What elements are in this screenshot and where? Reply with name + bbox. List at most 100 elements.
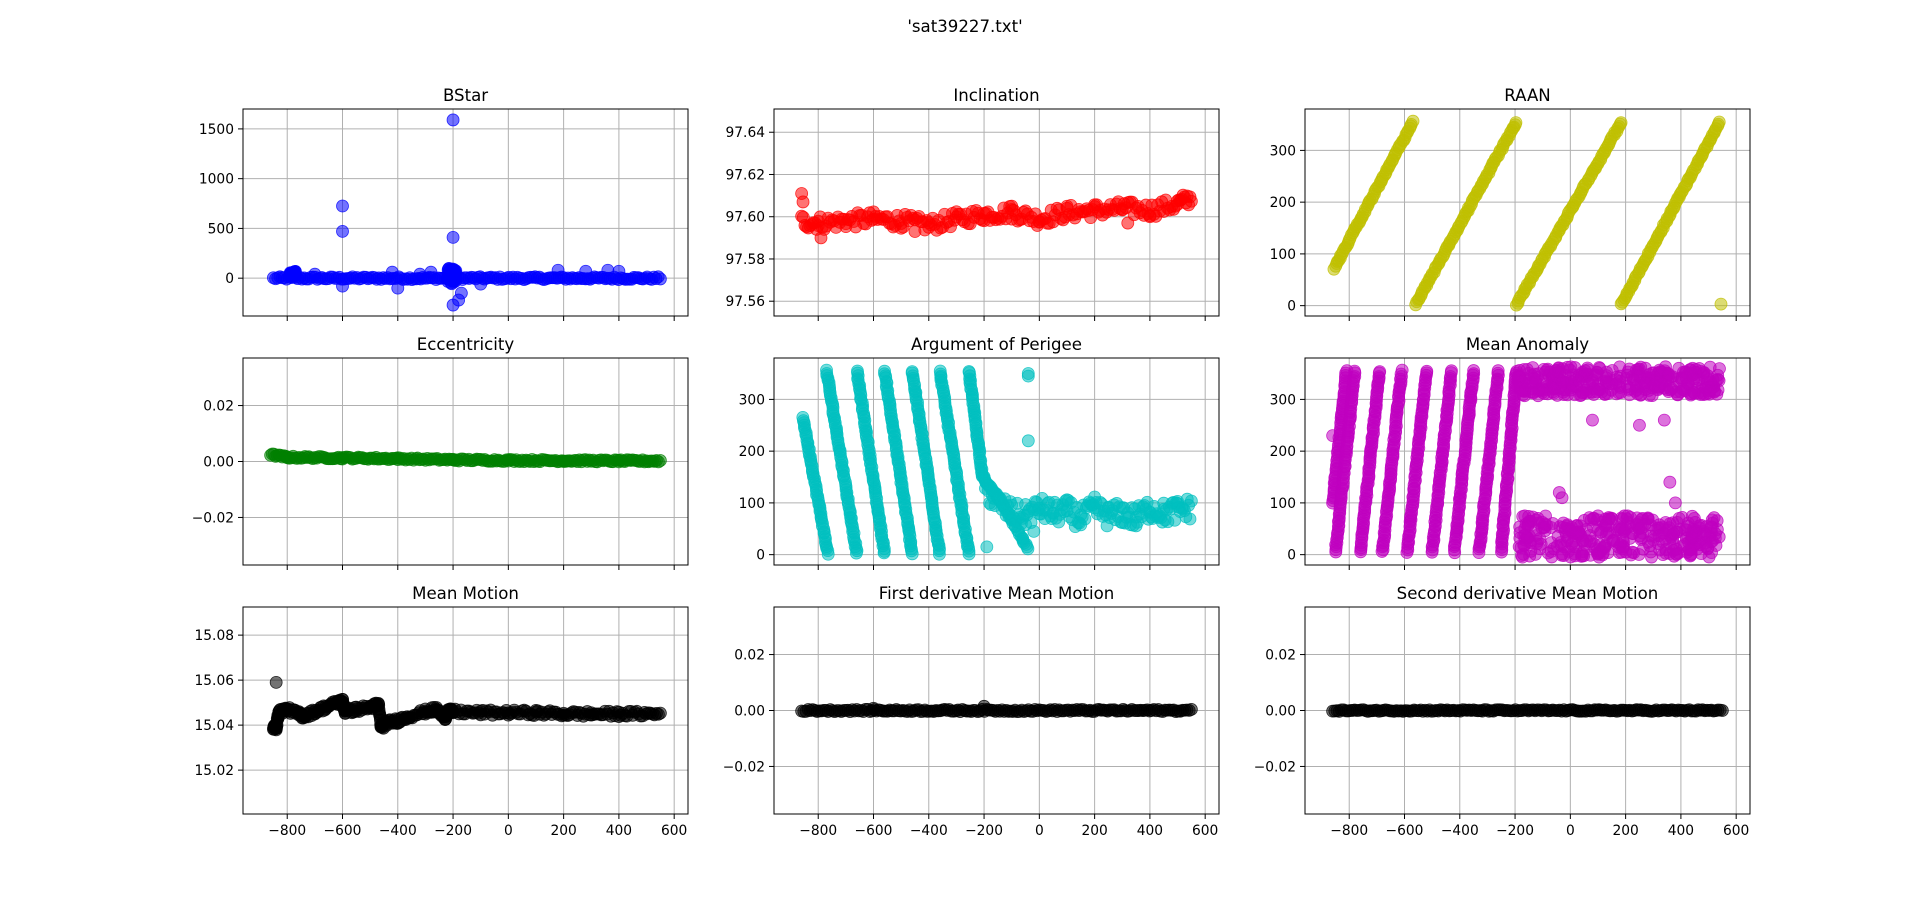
data-point bbox=[1578, 364, 1592, 378]
data-point bbox=[1692, 362, 1706, 375]
data-point bbox=[1586, 413, 1599, 427]
data-point bbox=[474, 277, 488, 291]
data-point bbox=[1572, 374, 1586, 387]
y-tick-label: 1500 bbox=[199, 122, 234, 138]
data-point bbox=[867, 701, 880, 715]
data-point bbox=[601, 263, 615, 277]
subplot-title: First derivative Mean Motion bbox=[879, 584, 1115, 603]
data-point bbox=[1642, 384, 1656, 397]
data-point bbox=[814, 231, 828, 245]
y-tick-label: 97.58 bbox=[726, 252, 766, 268]
data-points bbox=[795, 187, 1198, 245]
y-tick-label: 500 bbox=[208, 221, 234, 237]
x-tick-label: 200 bbox=[1081, 823, 1107, 839]
x-tick-label: −200 bbox=[1496, 823, 1534, 839]
x-tick-label: 600 bbox=[1723, 823, 1749, 839]
data-point bbox=[1710, 523, 1724, 536]
data-point bbox=[1522, 510, 1536, 523]
y-tick-label: 0 bbox=[1287, 299, 1296, 315]
data-point bbox=[1121, 216, 1135, 230]
data-point bbox=[1532, 367, 1546, 381]
data-point bbox=[1614, 116, 1628, 130]
data-points bbox=[267, 113, 667, 312]
data-point bbox=[446, 113, 460, 127]
data-point bbox=[336, 279, 349, 293]
y-tick-label: 97.60 bbox=[726, 210, 766, 226]
data-point bbox=[1699, 381, 1713, 395]
data-point bbox=[1348, 364, 1361, 378]
axes-frame bbox=[242, 108, 689, 317]
data-point bbox=[1615, 521, 1629, 535]
data-point bbox=[1710, 387, 1724, 401]
axes-frame bbox=[242, 606, 689, 815]
data-point bbox=[1715, 704, 1729, 717]
data-point bbox=[612, 264, 626, 278]
y-tick-label: 200 bbox=[739, 444, 765, 460]
data-point bbox=[1326, 429, 1340, 443]
data-point bbox=[1684, 547, 1698, 561]
data-point bbox=[1597, 540, 1610, 554]
y-tick-label: 0.02 bbox=[203, 399, 234, 415]
data-points bbox=[796, 363, 1198, 561]
data-point bbox=[1688, 386, 1701, 400]
data-point bbox=[932, 547, 946, 561]
data-point bbox=[1445, 364, 1458, 378]
data-points bbox=[1326, 703, 1729, 718]
data-point bbox=[1567, 540, 1580, 554]
data-point bbox=[1656, 548, 1670, 562]
x-tick-label: 400 bbox=[1137, 823, 1163, 839]
x-tick-label: 400 bbox=[606, 823, 632, 839]
figure-suptitle: 'sat39227.txt' bbox=[907, 17, 1022, 36]
y-tick-label: 0.02 bbox=[1265, 648, 1296, 664]
y-tick-label: 15.08 bbox=[195, 628, 235, 644]
data-point bbox=[1535, 515, 1549, 529]
data-point bbox=[1659, 516, 1672, 529]
data-point bbox=[977, 699, 991, 713]
data-point bbox=[849, 546, 863, 560]
x-tick-label: 0 bbox=[504, 823, 513, 839]
y-tick-label: −0.02 bbox=[192, 510, 234, 526]
data-point bbox=[413, 267, 427, 281]
axes-frame bbox=[1304, 108, 1751, 317]
x-tick-label: 0 bbox=[1566, 823, 1575, 839]
x-tick-label: 600 bbox=[1192, 823, 1218, 839]
subplot-argument-of-perigee: 0 100 200 300 Argument of Perigee bbox=[739, 335, 1220, 570]
data-point bbox=[336, 225, 349, 238]
subplot-title: Inclination bbox=[953, 86, 1039, 105]
y-tick-label: 200 bbox=[1270, 195, 1296, 211]
data-point bbox=[1577, 549, 1591, 563]
data-point bbox=[1578, 537, 1592, 551]
data-point bbox=[1617, 509, 1631, 523]
data-point bbox=[1712, 115, 1726, 129]
data-point bbox=[336, 199, 349, 213]
y-tick-label: 200 bbox=[1270, 444, 1296, 460]
y-tick-label: 15.02 bbox=[195, 763, 235, 779]
y-tick-label: 0 bbox=[225, 271, 234, 287]
subplot-title: Mean Motion bbox=[412, 584, 519, 603]
data-point bbox=[1685, 530, 1699, 544]
data-point bbox=[1662, 368, 1676, 382]
y-tick-label: 300 bbox=[1270, 392, 1296, 408]
x-tick-label: 400 bbox=[1668, 823, 1694, 839]
x-tick-label: −600 bbox=[1386, 823, 1424, 839]
data-point bbox=[269, 675, 283, 689]
subplot-title: Second derivative Mean Motion bbox=[1397, 584, 1659, 603]
data-point bbox=[653, 706, 667, 720]
subplot-bstar: 0 500 1000 1500 BStar bbox=[199, 86, 689, 321]
data-point bbox=[1643, 539, 1657, 553]
y-tick-label: 97.62 bbox=[726, 167, 766, 183]
data-point bbox=[1668, 496, 1682, 510]
data-point bbox=[385, 265, 399, 279]
subplot-first-derivative-mean-motion: −800 −600 −400 −200 0 200 400 600 −0.02 0.00 0.02 F… bbox=[723, 584, 1220, 839]
data-point bbox=[1021, 434, 1035, 448]
subplot-eccentricity: −0.02 0.00 0.02 Eccentricity bbox=[192, 335, 689, 570]
data-point bbox=[1672, 546, 1685, 560]
x-tick-label: 600 bbox=[661, 823, 687, 839]
data-point bbox=[1590, 385, 1604, 399]
data-point bbox=[1514, 541, 1528, 555]
y-tick-label: 97.64 bbox=[726, 125, 766, 141]
data-point bbox=[1714, 297, 1728, 311]
data-point bbox=[653, 454, 667, 467]
data-point bbox=[1517, 529, 1531, 543]
data-point bbox=[1406, 114, 1420, 128]
